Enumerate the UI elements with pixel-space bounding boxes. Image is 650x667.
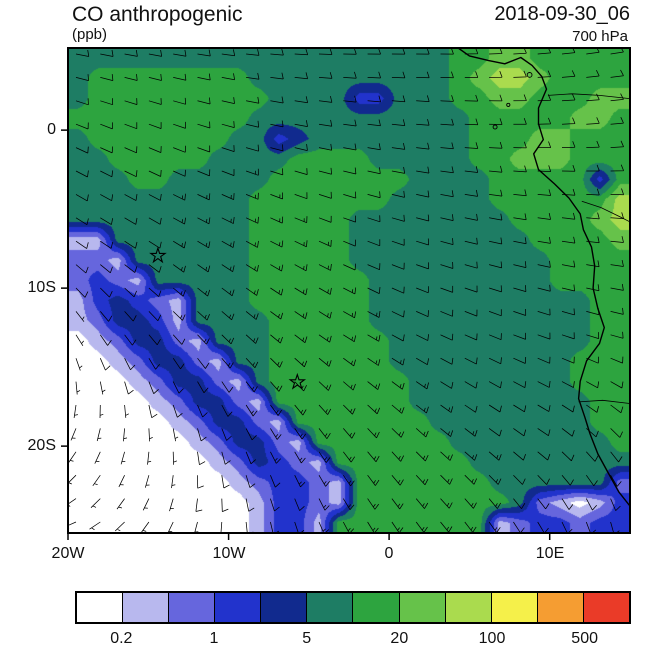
y-tick-label-10s: 10S xyxy=(27,279,56,296)
island-outline xyxy=(506,102,511,107)
coastline-path xyxy=(457,48,630,507)
colorbar-cell xyxy=(536,593,583,622)
axis-ticks xyxy=(61,129,551,540)
colorbar xyxy=(75,591,631,624)
colorbar-labels: 0.2 1 5 20 100 500 xyxy=(75,630,631,650)
chart-title: CO anthropogenic xyxy=(72,3,243,26)
map-plot xyxy=(60,40,638,541)
x-tick-label-0: 0 xyxy=(384,545,394,562)
colorbar-tick-label: 5 xyxy=(302,630,312,647)
y-tick-label-0: 0 xyxy=(47,121,56,138)
units-label: (ppb) xyxy=(72,26,108,43)
datetime-label: 2018-09-30_06 xyxy=(494,3,630,25)
island-outline xyxy=(492,124,498,130)
pressure-level-label: 700 hPa xyxy=(572,28,628,45)
colorbar-cell xyxy=(77,593,123,622)
star-marker xyxy=(288,372,307,390)
star-marker xyxy=(149,246,167,264)
colorbar-tick-label: 20 xyxy=(390,630,409,647)
map-overlay xyxy=(61,47,631,540)
colorbar-tick-label: 100 xyxy=(478,630,506,647)
colorbar-cell xyxy=(582,593,629,622)
colorbar-cell xyxy=(306,593,353,622)
x-tick-label-10w: 10W xyxy=(212,545,246,562)
plot-frame xyxy=(67,47,631,534)
colorbar-cell xyxy=(352,593,399,622)
wind-barbs-layer xyxy=(68,48,624,533)
x-tick-label-20w: 20W xyxy=(51,545,85,562)
colorbar-cell xyxy=(214,593,261,622)
colorbar-tick-label: 0.2 xyxy=(110,630,133,647)
y-tick-label-20s: 20S xyxy=(27,437,56,454)
country-border-path xyxy=(578,399,630,404)
x-tick-label-10e: 10E xyxy=(535,545,565,562)
country-border-path xyxy=(581,200,630,223)
country-border-path xyxy=(548,93,630,99)
colorbar-tick-label: 500 xyxy=(571,630,599,647)
colorbar-cell xyxy=(398,593,445,622)
colorbar-cell xyxy=(168,593,215,622)
colorbar-cell xyxy=(260,593,307,622)
colorbar-tick-label: 1 xyxy=(209,630,219,647)
colorbar-cell xyxy=(122,593,169,622)
colorbar-cell xyxy=(444,593,491,622)
island-outline xyxy=(526,72,533,78)
colorbar-cell xyxy=(490,593,537,622)
